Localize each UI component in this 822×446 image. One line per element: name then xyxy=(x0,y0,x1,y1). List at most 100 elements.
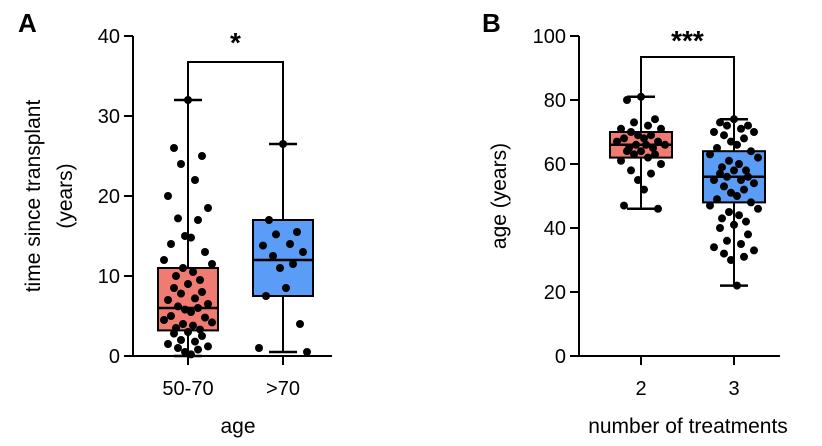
data-point xyxy=(174,302,182,311)
data-point xyxy=(733,192,741,200)
data-point xyxy=(617,156,625,165)
data-point xyxy=(170,144,178,152)
y-axis-title: time since transplant xyxy=(22,100,45,293)
significance-bracket xyxy=(187,61,284,142)
data-point xyxy=(208,318,216,327)
data-point xyxy=(276,264,284,272)
data-point xyxy=(657,160,665,168)
data-point xyxy=(710,128,718,136)
data-point xyxy=(730,166,738,175)
data-point xyxy=(184,96,192,104)
data-point xyxy=(160,316,168,324)
data-point xyxy=(255,344,263,352)
data-point xyxy=(725,156,733,165)
data-point xyxy=(740,185,748,194)
data-point xyxy=(634,131,642,140)
data-point xyxy=(623,147,631,156)
data-point xyxy=(649,144,657,152)
data-point xyxy=(723,172,731,181)
y-tick-label: 10 xyxy=(98,266,120,288)
y-tick-label: 80 xyxy=(544,90,566,112)
data-point xyxy=(181,305,189,314)
data-point xyxy=(279,140,287,148)
data-point xyxy=(184,280,192,288)
data-point xyxy=(720,182,728,191)
data-point xyxy=(644,121,652,130)
data-point xyxy=(740,134,748,143)
data-point xyxy=(174,214,182,223)
data-point xyxy=(730,115,738,124)
data-point xyxy=(179,264,187,272)
data-point xyxy=(194,345,202,354)
data-point xyxy=(191,337,199,346)
y-tick-label: 40 xyxy=(98,26,120,48)
data-point xyxy=(194,304,202,312)
data-point xyxy=(723,236,731,245)
data-point xyxy=(742,166,750,175)
data-point xyxy=(167,312,175,320)
data-point xyxy=(208,260,216,268)
data-point xyxy=(289,260,297,268)
data-point xyxy=(191,294,199,303)
data-point xyxy=(177,336,185,344)
data-point xyxy=(651,115,659,124)
data-point xyxy=(632,140,640,149)
data-point xyxy=(723,121,731,130)
data-point xyxy=(194,216,202,224)
data-point xyxy=(706,201,714,210)
data-point xyxy=(198,332,206,340)
data-point xyxy=(750,179,758,188)
data-point xyxy=(634,176,642,184)
data-point xyxy=(262,292,270,300)
y-tick-label: 20 xyxy=(544,282,566,304)
data-point xyxy=(189,321,197,330)
data-point xyxy=(201,313,209,322)
data-point xyxy=(196,325,204,334)
x-tick-label: 3 xyxy=(728,378,739,400)
data-point xyxy=(744,230,752,239)
data-point xyxy=(637,147,645,156)
data-point xyxy=(187,308,195,316)
data-point xyxy=(172,272,180,280)
data-point xyxy=(713,195,721,204)
data-point xyxy=(654,204,662,213)
data-point xyxy=(651,150,659,159)
data-point xyxy=(170,329,178,338)
x-tick-label: 50-70 xyxy=(162,378,213,400)
data-point xyxy=(637,92,645,101)
y-tick-label: 0 xyxy=(555,346,566,368)
data-point xyxy=(725,208,733,216)
data-point xyxy=(170,284,178,292)
panel-b-label: B xyxy=(482,8,501,38)
data-point xyxy=(737,240,745,248)
data-point xyxy=(747,147,755,156)
data-point xyxy=(282,284,290,292)
box->70 xyxy=(252,219,314,297)
data-point xyxy=(727,256,735,264)
data-point xyxy=(627,128,635,136)
significance-bracket xyxy=(640,56,735,118)
y-tick-label: 100 xyxy=(533,26,566,48)
panel-a-label: A xyxy=(18,8,37,38)
data-point xyxy=(750,128,758,136)
data-point xyxy=(654,137,662,146)
data-point xyxy=(716,169,724,178)
data-point xyxy=(184,328,192,336)
y-axis-title: age (years) xyxy=(488,143,511,249)
data-point xyxy=(713,144,721,152)
significance-marker: *** xyxy=(671,25,704,56)
data-point xyxy=(710,176,718,184)
data-point xyxy=(204,300,212,308)
data-point xyxy=(627,166,635,175)
y-tick-label: 30 xyxy=(98,106,120,128)
data-point xyxy=(733,281,741,290)
data-point xyxy=(160,256,168,264)
data-point xyxy=(196,276,204,284)
data-point xyxy=(164,340,172,348)
data-point xyxy=(720,131,728,140)
data-point xyxy=(296,320,304,328)
data-point xyxy=(293,228,301,236)
y-tick-label: 60 xyxy=(544,154,566,176)
data-point xyxy=(744,172,752,181)
